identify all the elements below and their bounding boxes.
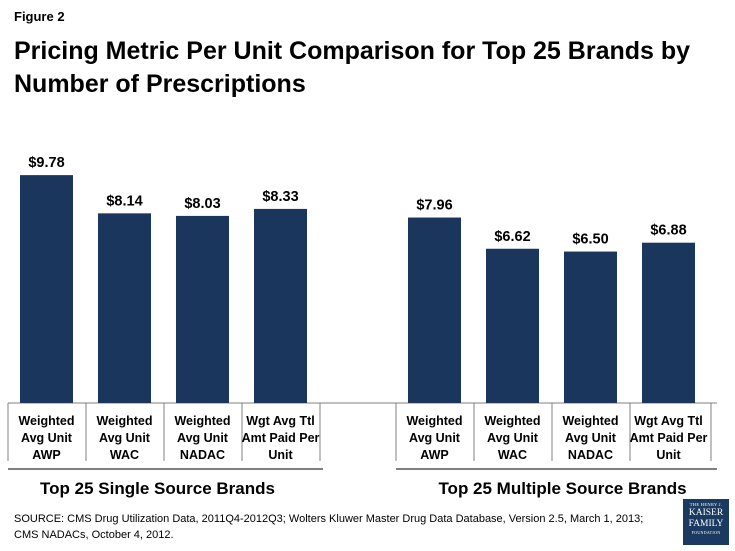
bar bbox=[176, 215, 229, 403]
bar bbox=[486, 248, 539, 403]
category-label: Avg Unit bbox=[99, 431, 151, 445]
category-label: Amt Paid Per bbox=[630, 431, 708, 445]
data-label: $6.62 bbox=[494, 229, 530, 245]
category-label: WAC bbox=[498, 448, 527, 462]
category-label: AWP bbox=[32, 448, 60, 462]
data-label: $7.96 bbox=[416, 198, 452, 214]
category-label: Wgt Avg Ttl bbox=[246, 414, 315, 428]
category-label: Amt Paid Per bbox=[242, 431, 320, 445]
category-label: Wgt Avg Ttl bbox=[634, 414, 703, 428]
data-label: $6.88 bbox=[650, 223, 686, 239]
category-label: Weighted bbox=[18, 414, 74, 428]
bar bbox=[564, 251, 617, 403]
category-label: NADAC bbox=[180, 448, 225, 462]
data-label: $8.03 bbox=[184, 196, 220, 212]
category-label: WAC bbox=[110, 448, 139, 462]
category-label: Weighted bbox=[96, 414, 152, 428]
bar-chart: $9.78 Weighted Avg Unit AWP $8.14 Weighted Avg… bbox=[7, 155, 717, 498]
category-label: Avg Unit bbox=[177, 431, 229, 445]
bar bbox=[408, 217, 461, 403]
figure-label: Figure 2 bbox=[14, 9, 65, 24]
group-label: Top 25 Single Source Brands bbox=[40, 479, 275, 498]
bar bbox=[98, 213, 151, 403]
data-label: $9.78 bbox=[28, 155, 64, 171]
chart-title: Pricing Metric Per Unit Comparison for T… bbox=[14, 37, 691, 98]
logo-line-1: THE HENRY J. bbox=[689, 502, 723, 507]
category-label: Weighted bbox=[562, 414, 618, 428]
category-label: AWP bbox=[420, 448, 448, 462]
logo-line-2: KAISER bbox=[688, 508, 724, 518]
category-label: Weighted bbox=[406, 414, 462, 428]
data-label: $8.33 bbox=[262, 189, 298, 205]
bar bbox=[254, 208, 307, 403]
data-label: $6.50 bbox=[572, 232, 608, 248]
logo-line-4: FOUNDATION bbox=[691, 530, 721, 535]
bar bbox=[642, 242, 695, 403]
category-label: Avg Unit bbox=[565, 431, 617, 445]
category-label: Unit bbox=[656, 448, 681, 462]
category-label: Avg Unit bbox=[409, 431, 461, 445]
source-note: SOURCE: CMS Drug Utilization Data, 2011Q… bbox=[14, 513, 644, 541]
logo-line-3: FAMILY bbox=[688, 519, 724, 529]
category-label: Avg Unit bbox=[21, 431, 73, 445]
category-label: NADAC bbox=[568, 448, 613, 462]
category-label: Avg Unit bbox=[487, 431, 539, 445]
group-label: Top 25 Multiple Source Brands bbox=[438, 479, 686, 498]
category-label: Weighted bbox=[174, 414, 230, 428]
kff-logo: THE HENRY J. KAISER FAMILY FOUNDATION bbox=[683, 499, 729, 545]
bar bbox=[20, 175, 73, 403]
data-label: $8.14 bbox=[106, 193, 142, 209]
category-label: Weighted bbox=[484, 414, 540, 428]
category-label: Unit bbox=[268, 448, 293, 462]
